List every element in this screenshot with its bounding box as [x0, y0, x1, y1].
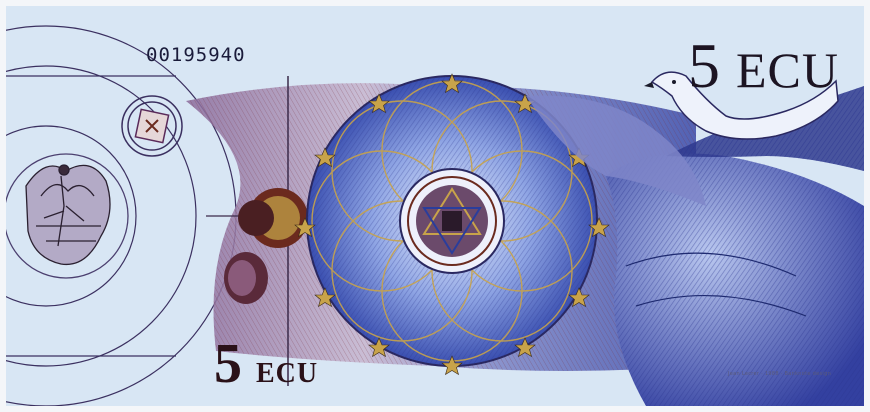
dove [526, 71, 864, 406]
serial-number: 00195940 [146, 44, 246, 66]
denomination-top-value: 5 [688, 30, 720, 101]
rosette [306, 75, 598, 367]
denomination-top-currency: ECU [736, 42, 839, 98]
banknote-artwork [6, 25, 864, 406]
printer-imprint: Jean Lecrer · 1988 · Banknote design [728, 371, 832, 377]
ring-of-stars [294, 73, 610, 376]
denomination-bottom: 5 ECU [214, 336, 318, 402]
sun-disc [224, 188, 308, 304]
denomination-bottom-value: 5 [214, 333, 242, 395]
denomination-bottom-currency: ECU [256, 358, 319, 389]
europa-bull-vignette [6, 153, 129, 279]
square-medallion [121, 95, 183, 157]
denomination-top: 5 ECU [688, 34, 839, 102]
ecu-banknote: 00195940 5 ECU 5 ECU Jean Lecrer · 1988 … [6, 6, 864, 406]
